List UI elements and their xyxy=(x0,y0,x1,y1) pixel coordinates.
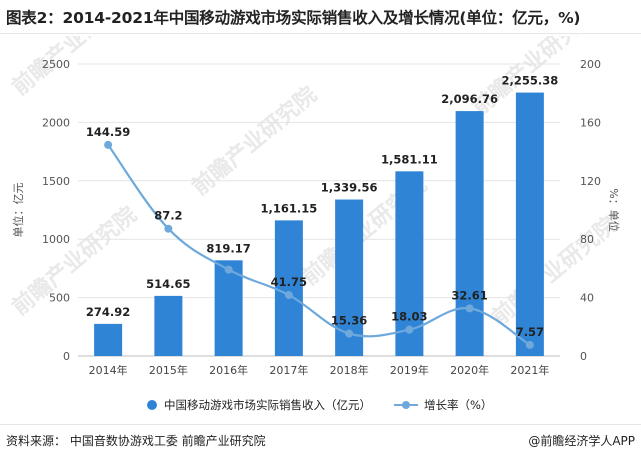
chart-title: 图表2：2014-2021年中国移动游戏市场实际销售收入及增长情况(单位：亿元，… xyxy=(6,9,581,27)
growth-point xyxy=(104,140,113,149)
watermark-text: 前瞻产业研究院 xyxy=(187,82,322,201)
growth-point xyxy=(224,265,233,274)
brand-label: @前瞻经济学人APP xyxy=(528,434,635,448)
growth-point xyxy=(465,304,474,313)
y2-tick-label: 80 xyxy=(580,233,594,246)
growth-value-label: 18.03 xyxy=(391,310,427,324)
bar-value-label: 2,096.76 xyxy=(441,92,498,106)
watermark-text: 前瞻产业研究院 xyxy=(7,202,142,321)
bar xyxy=(274,220,303,356)
bar xyxy=(154,295,183,356)
x-tick-label: 2014年 xyxy=(89,363,128,377)
y2-tick-label: 160 xyxy=(580,116,601,129)
bar-value-label: 1,581.11 xyxy=(381,152,438,166)
x-tick-label: 2019年 xyxy=(390,363,429,377)
watermark-text: 前瞻产业研究院 xyxy=(7,36,142,101)
bar xyxy=(94,323,123,356)
growth-value-label: 7.57 xyxy=(516,325,544,339)
legend-bar-label: 中国移动游戏市场实际销售收入（亿元） xyxy=(164,398,371,412)
x-tick-label: 2021年 xyxy=(510,363,549,377)
growth-value-label: 41.75 xyxy=(271,275,307,289)
legend-bar-marker xyxy=(147,400,157,410)
y2-tick-label: 120 xyxy=(580,175,601,188)
growth-value-label: 15.36 xyxy=(331,314,367,328)
x-tick-label: 2018年 xyxy=(330,363,369,377)
footer-divider xyxy=(0,424,641,425)
y-axis-title: 单位：亿元 xyxy=(11,183,25,238)
watermark-text: 前瞻产业研究院 xyxy=(487,212,622,331)
growth-point xyxy=(345,329,354,338)
bar-value-label: 1,339.56 xyxy=(321,181,378,195)
y-tick-label: 0 xyxy=(63,350,70,363)
growth-point xyxy=(405,325,414,334)
y-tick-label: 1500 xyxy=(42,175,70,188)
legend-line-label: 增长率（%） xyxy=(424,398,492,412)
bar-value-label: 2,255.38 xyxy=(502,74,559,88)
x-tick-label: 2015年 xyxy=(149,363,188,377)
y-tick-label: 2500 xyxy=(42,58,70,71)
bar-value-label: 514.65 xyxy=(146,277,190,291)
bar xyxy=(214,260,243,356)
y-tick-label: 500 xyxy=(49,292,70,305)
x-tick-label: 2017年 xyxy=(269,363,308,377)
growth-value-label: 144.59 xyxy=(86,125,130,139)
bar-value-label: 819.17 xyxy=(206,241,250,255)
title-divider xyxy=(0,33,641,34)
x-tick-label: 2020年 xyxy=(450,363,489,377)
y2-tick-label: 0 xyxy=(580,350,587,363)
growth-value-label: 32.61 xyxy=(451,288,487,302)
source-note: 资料来源： 中国音数协游戏工委 前瞻产业研究院 xyxy=(6,434,266,448)
growth-point xyxy=(284,291,293,300)
y2-axis-title: %：单位 xyxy=(607,188,621,231)
y2-tick-label: 200 xyxy=(580,58,601,71)
bar xyxy=(515,92,544,356)
legend-line-marker xyxy=(402,401,410,409)
growth-point xyxy=(164,224,173,233)
y2-tick-label: 40 xyxy=(580,292,594,305)
x-tick-label: 2016年 xyxy=(209,363,248,377)
bar xyxy=(455,111,484,356)
y-tick-label: 1000 xyxy=(42,233,70,246)
bar xyxy=(395,171,424,356)
growth-value-label: 87.2 xyxy=(154,209,182,223)
bar-value-label: 1,161.15 xyxy=(261,201,318,215)
growth-point xyxy=(525,340,534,349)
bar-value-label: 274.92 xyxy=(86,305,130,319)
y-tick-label: 2000 xyxy=(42,116,70,129)
